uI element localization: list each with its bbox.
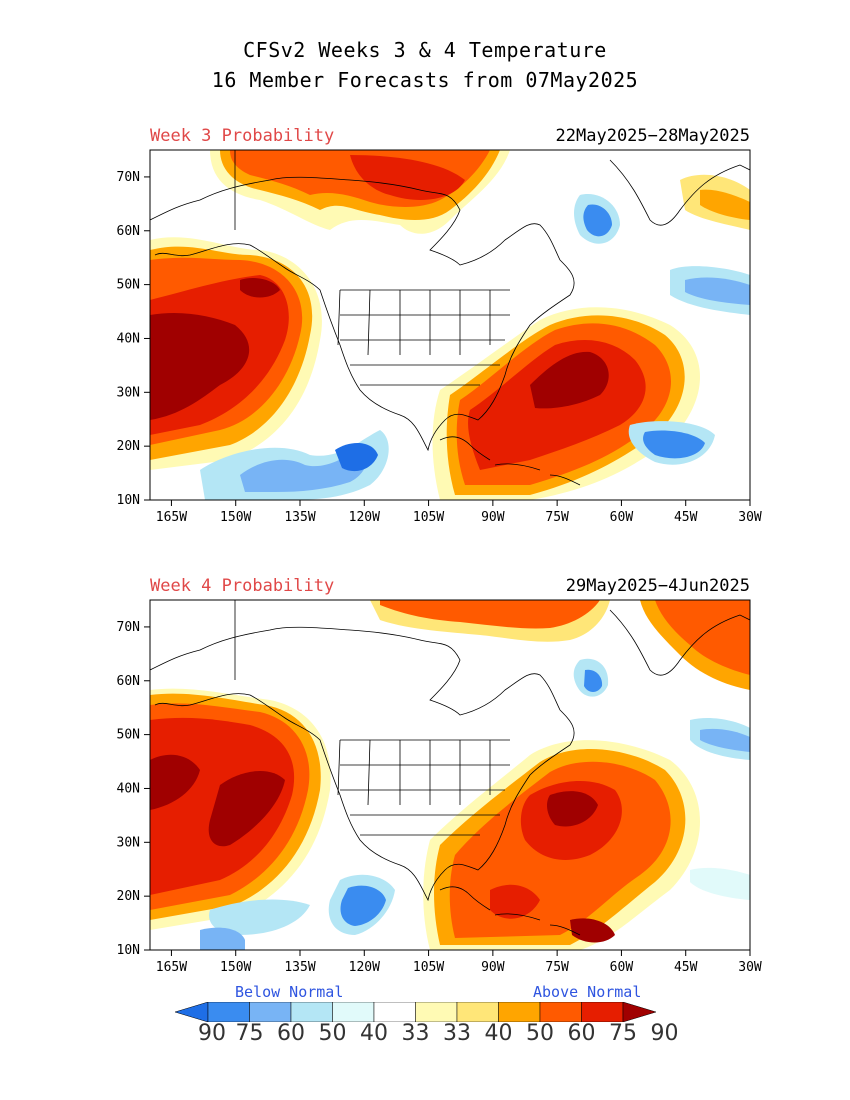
color-bar-swatch <box>175 1002 209 1022</box>
color-bar <box>175 1002 657 1022</box>
lon-tick-label: 90W <box>481 960 505 975</box>
color-bar-value: 90 <box>650 1021 679 1046</box>
shade-above-60 <box>655 600 750 675</box>
lon-tick-label: 30W <box>738 510 762 525</box>
lon-tick-label: 75W <box>545 960 569 975</box>
lon-tick-label: 60W <box>610 960 634 975</box>
coastlines <box>150 600 750 936</box>
week4-dates: 29May2025−4Jun2025 <box>565 576 750 596</box>
lon-tick-label: 150W <box>220 960 251 975</box>
color-bar-value: 75 <box>609 1021 637 1046</box>
lat-tick-label: 70N <box>117 620 140 635</box>
shade-above-60 <box>700 189 750 220</box>
shade-above-75 <box>490 884 540 919</box>
color-bar-value: 60 <box>277 1021 305 1046</box>
color-bar-value: 60 <box>567 1021 596 1046</box>
lat-tick-label: 40N <box>117 331 140 346</box>
lat-tick-label: 10N <box>117 493 140 508</box>
lon-tick-label: 45W <box>674 960 698 975</box>
map-frame <box>149 149 751 501</box>
lon-tick-label: 75W <box>545 510 569 525</box>
shade-above-90 <box>150 754 200 810</box>
shade-above-90 <box>150 313 250 420</box>
lon-tick-label: 165W <box>156 960 187 975</box>
lon-tick-label: 45W <box>674 510 698 525</box>
title-line-1: CFSv2 Weeks 3 & 4 Temperature <box>243 38 607 62</box>
color-bar-value: 90 <box>198 1021 226 1046</box>
shade-below-75 <box>584 669 603 692</box>
shade-above-90 <box>530 351 609 409</box>
color-bar-swatch <box>622 1002 657 1022</box>
shade-above-60 <box>380 600 600 629</box>
week3-label: Week 3 Probability <box>150 126 335 146</box>
lat-tick-label: 20N <box>117 889 140 904</box>
map-frame <box>149 599 751 951</box>
shade-below-75 <box>340 885 386 926</box>
color-bar-swatch <box>581 1002 624 1022</box>
color-bar-swatch <box>290 1002 333 1022</box>
lat-tick-label: 60N <box>117 674 140 689</box>
lon-tick-label: 30W <box>738 960 762 975</box>
shade-below-50 <box>209 899 310 935</box>
color-bar-value: 50 <box>526 1021 554 1046</box>
shade-above-90 <box>240 278 280 298</box>
lon-tick-label: 150W <box>220 510 251 525</box>
shade-above-90 <box>570 918 615 943</box>
lat-tick-label: 70N <box>117 170 140 185</box>
shade-below-60 <box>685 277 750 305</box>
shade-below-40 <box>690 867 750 900</box>
lon-tick-label: 90W <box>481 510 505 525</box>
lat-tick-label: 30N <box>117 385 140 400</box>
legend-below-label: Below Normal <box>235 983 344 1001</box>
coastlines <box>150 150 750 486</box>
week3-map: 70N 60N 50N 40N 30N 20N 10N 165W 150W 135W 120W 105… <box>117 149 762 525</box>
color-bar-value: 40 <box>360 1021 388 1046</box>
lon-tick-label: 120W <box>349 510 380 525</box>
color-bar-value: 40 <box>484 1021 513 1046</box>
shade-above-90 <box>547 791 598 827</box>
week4-label: Week 4 Probability <box>150 576 335 596</box>
color-bar-value: 33 <box>401 1021 430 1046</box>
week4-map: 70N 60N 50N 40N 30N 20N 10N 165W 150W 135W 120W 105… <box>117 599 762 975</box>
shade-above-90 <box>208 770 285 847</box>
lat-tick-label: 30N <box>117 835 140 850</box>
color-bar-swatch <box>456 1002 499 1022</box>
color-bar-swatch <box>249 1002 292 1022</box>
shade-above-75 <box>350 155 465 200</box>
lon-tick-label: 135W <box>284 510 315 525</box>
shade-below-60 <box>240 445 368 492</box>
shade-below-75 <box>583 204 612 237</box>
color-bar-swatch <box>373 1002 416 1022</box>
color-bar-swatch <box>415 1002 458 1022</box>
lon-tick-label: 60W <box>610 510 634 525</box>
shade-below-60 <box>700 728 750 752</box>
lon-tick-label: 135W <box>284 960 315 975</box>
color-bar-value: 33 <box>443 1021 471 1046</box>
color-bar-swatch <box>207 1002 250 1022</box>
shade-below-60 <box>200 927 245 950</box>
color-bar-swatch <box>332 1002 375 1022</box>
color-bar-value: 50 <box>318 1021 347 1046</box>
lat-tick-label: 60N <box>117 224 140 239</box>
shade-below-75 <box>643 430 705 459</box>
lon-tick-label: 105W <box>413 960 444 975</box>
lon-tick-label: 165W <box>156 510 187 525</box>
color-bar-swatch <box>498 1002 541 1022</box>
lat-tick-label: 50N <box>117 728 140 743</box>
lat-tick-label: 20N <box>117 439 140 454</box>
color-bar-swatch <box>539 1002 582 1022</box>
map-axes: 70N 60N 50N 40N 30N 20N 10N 165W 150W 135W 120W 105… <box>117 170 762 525</box>
map-axes: 70N 60N 50N 40N 30N 20N 10N 165W 150W 135W 120W 105… <box>117 620 762 975</box>
lon-tick-label: 120W <box>349 960 380 975</box>
lat-tick-label: 50N <box>117 278 140 293</box>
lat-tick-label: 40N <box>117 781 140 796</box>
lon-tick-label: 105W <box>413 510 444 525</box>
week3-dates: 22May2025−28May2025 <box>555 126 750 146</box>
probability-shading <box>150 150 750 500</box>
color-bar-value: 75 <box>235 1021 264 1046</box>
legend-above-label: Above Normal <box>533 983 642 1001</box>
lat-tick-label: 10N <box>117 943 140 958</box>
title-line-2: 16 Member Forecasts from 07May2025 <box>211 68 639 92</box>
shade-below-90 <box>335 443 378 472</box>
